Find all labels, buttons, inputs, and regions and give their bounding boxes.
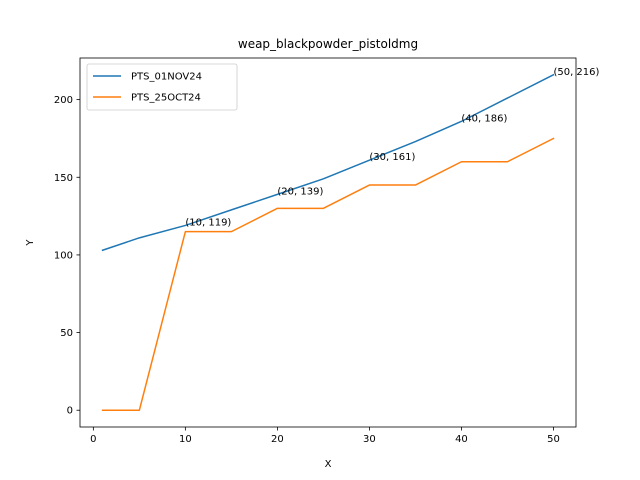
y-tick-label: 200	[54, 95, 73, 106]
series-line-1	[101, 73, 555, 252]
x-axis-label: X	[325, 459, 332, 470]
x-tick-label: 0	[90, 434, 96, 445]
data-annotation: (20, 139)	[277, 186, 323, 197]
y-tick-label: 0	[67, 406, 73, 417]
data-annotation: (10, 119)	[185, 217, 231, 228]
x-tick-label: 40	[455, 434, 468, 445]
data-annotation: (50, 216)	[553, 67, 599, 78]
data-annotation: (40, 186)	[461, 113, 507, 124]
x-tick-label: 50	[547, 434, 560, 445]
legend-box	[86, 63, 238, 111]
y-tick-label: 100	[54, 250, 73, 261]
y-tick-label: 150	[54, 173, 73, 184]
x-tick-label: 10	[179, 434, 192, 445]
data-annotation: (30, 161)	[369, 152, 415, 163]
plot-frame	[79, 57, 577, 428]
x-tick-label: 20	[271, 434, 284, 445]
series-line-2	[101, 137, 555, 411]
chart-title: weap_blackpowder_pistoldmg	[238, 37, 418, 51]
x-tick-label: 30	[363, 434, 376, 445]
y-tick-label: 50	[60, 328, 73, 339]
legend-label-1: PTS_01NOV24	[131, 72, 202, 83]
y-axis-label: Y	[25, 239, 36, 247]
legend-label-2: PTS_25OCT24	[131, 93, 201, 104]
